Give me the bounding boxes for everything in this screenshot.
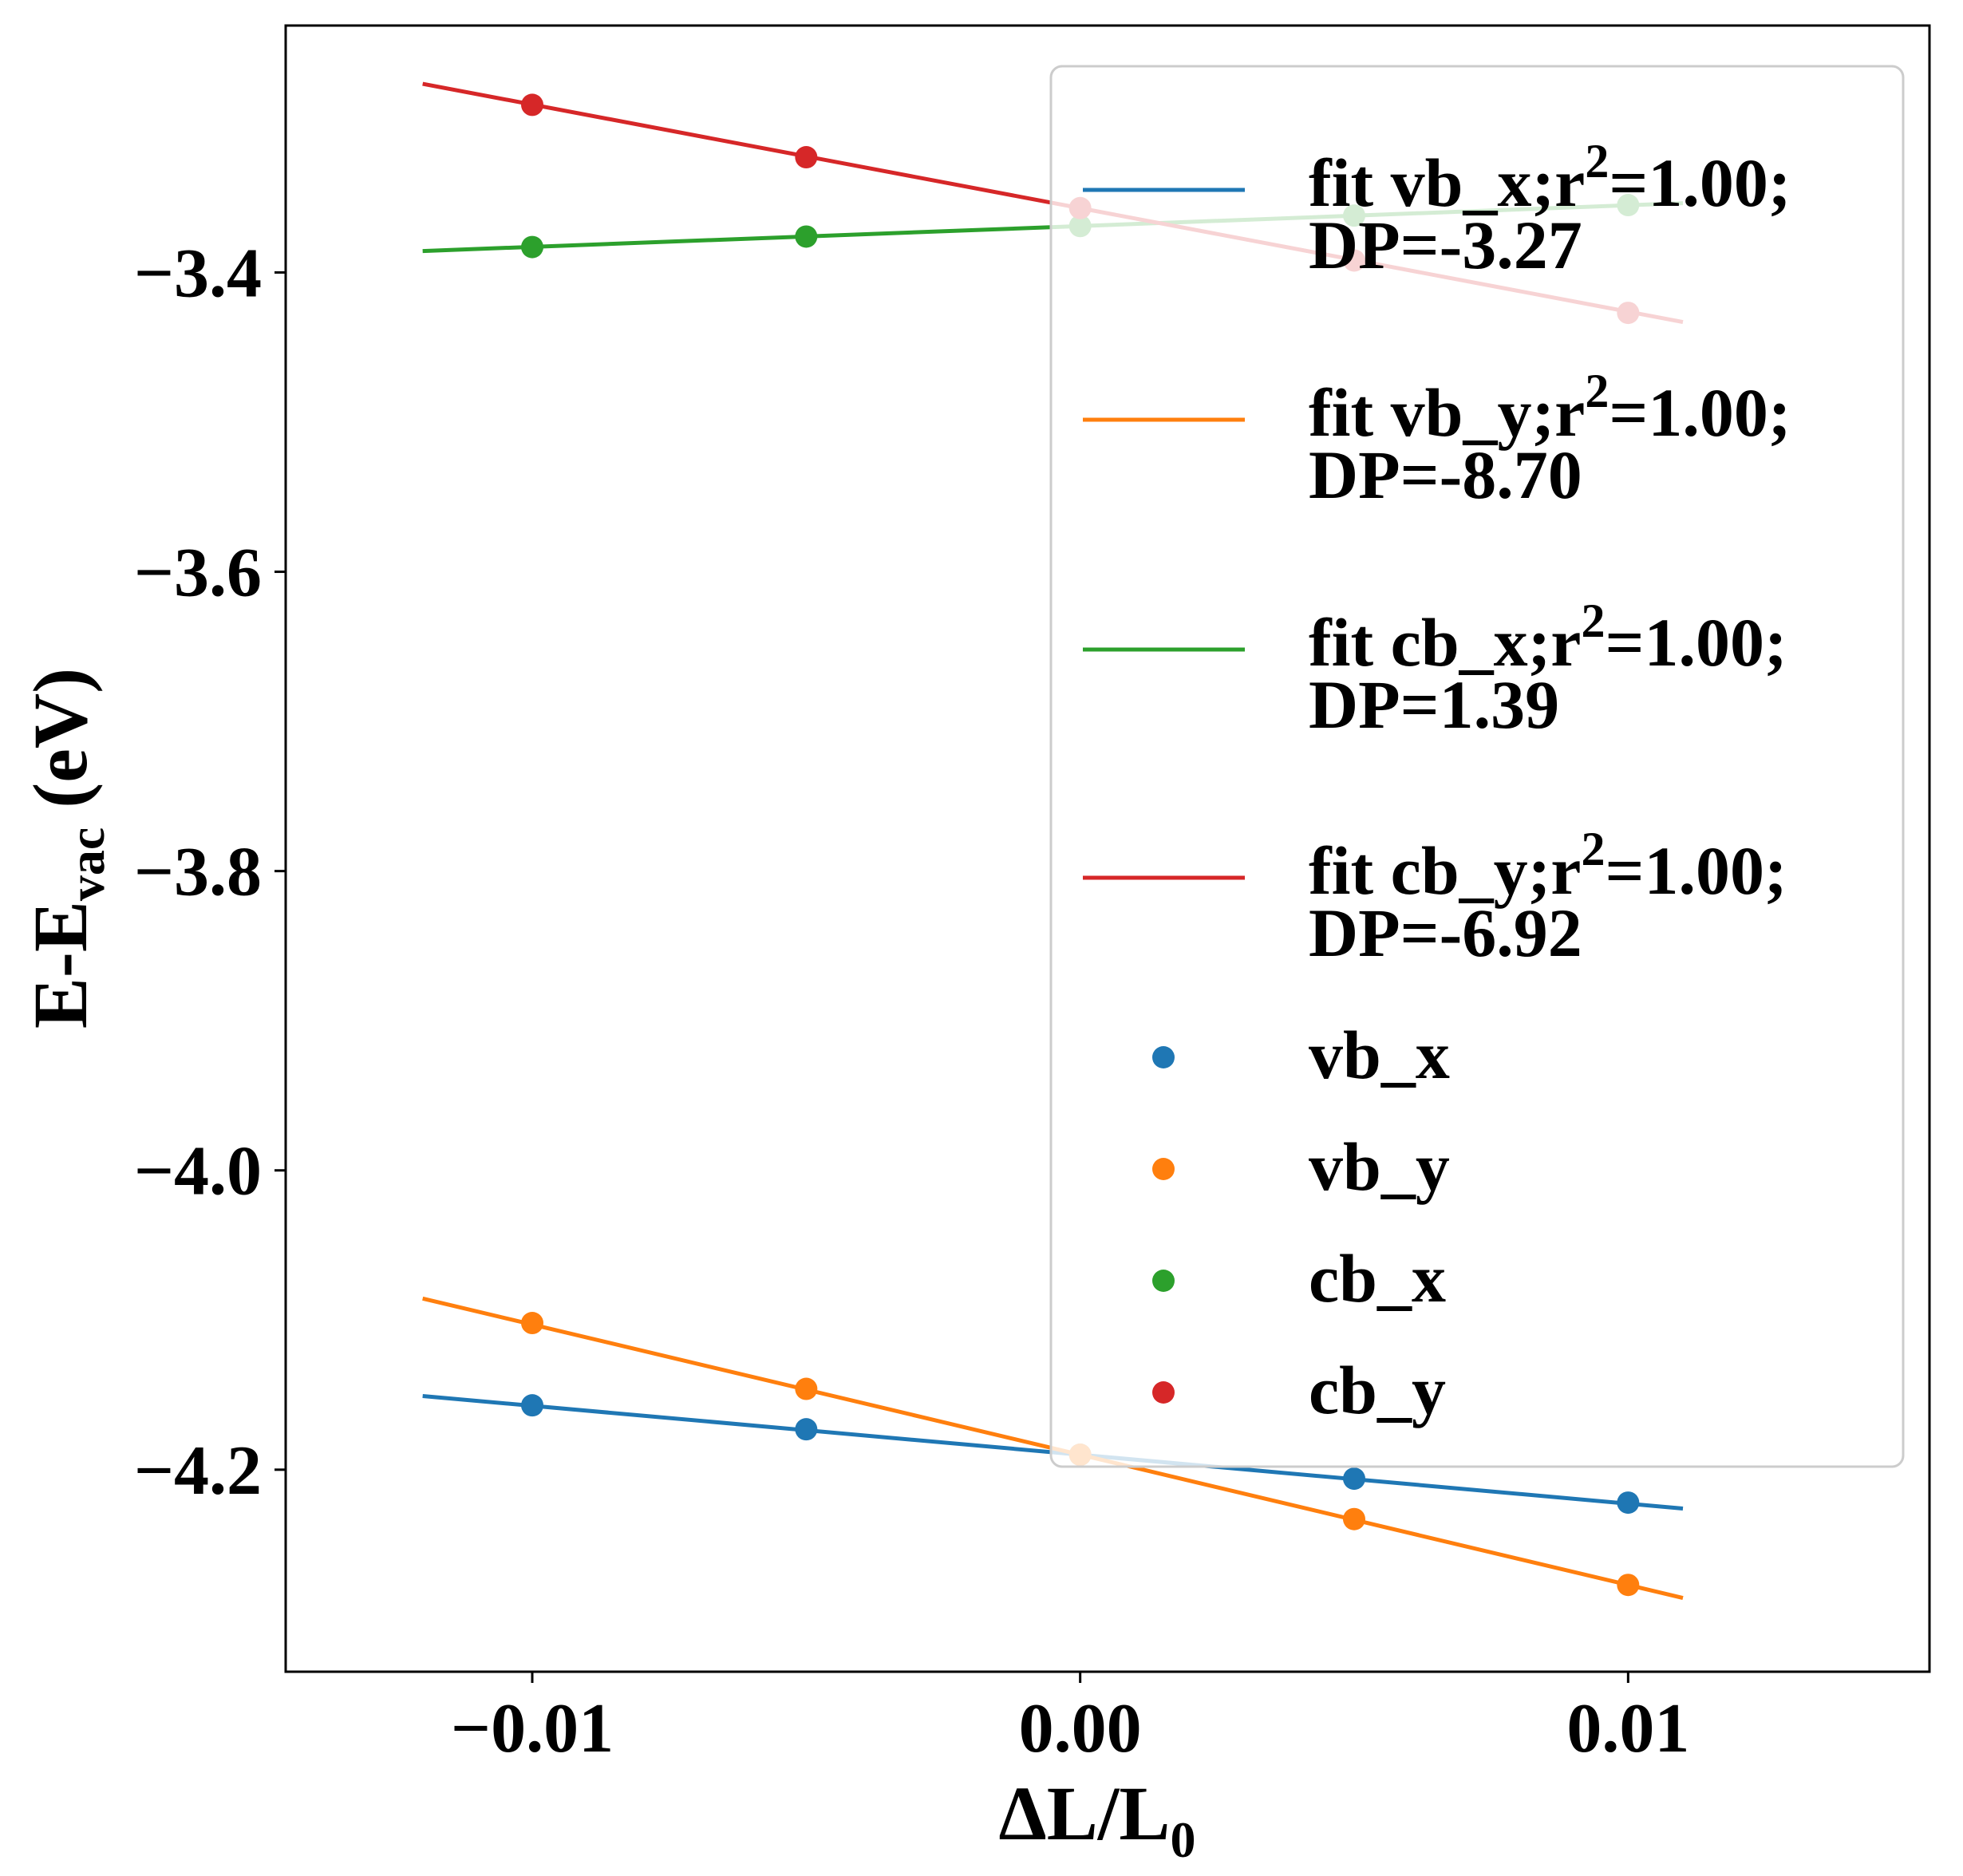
x-axis-title: ΔL/L0 <box>999 1771 1196 1868</box>
legend-label-cb-y: cb_y <box>1309 1352 1446 1428</box>
x-axis-title-subscript: 0 <box>1170 1811 1195 1868</box>
y-tick-label: −3.6 <box>134 535 262 612</box>
legend-label-vb-y: vb_y <box>1309 1128 1450 1205</box>
y-tick-label: −4.2 <box>134 1432 262 1510</box>
legend-label-cb-y-line2: DP=-6.92 <box>1309 895 1582 971</box>
data-point-vb-y <box>1343 1507 1365 1530</box>
data-point-vb-x <box>1617 1491 1640 1515</box>
legend-label-cb-x-line2: DP=1.39 <box>1309 666 1559 743</box>
legend-label-vb-x: vb_x <box>1309 1017 1450 1093</box>
legend-marker-cb-y <box>1152 1381 1175 1404</box>
legend-marker-vb-x <box>1152 1046 1175 1068</box>
legend-label-cb-x-line1: fit cb_x;r2=1.00; <box>1309 594 1787 681</box>
data-point-cb-y <box>795 146 818 169</box>
legend-label-vb-y-line1: fit vb_y;r2=1.00; <box>1309 365 1791 451</box>
data-point-cb-x <box>521 235 543 259</box>
data-point-vb-y <box>1617 1574 1640 1597</box>
data-point-vb-y <box>521 1312 543 1335</box>
x-tick-label: 0.00 <box>1019 1690 1142 1767</box>
y-tick-label: −3.4 <box>134 235 262 312</box>
plot-frame <box>284 24 1931 1673</box>
legend-box <box>1049 65 1905 1468</box>
legend-label-cb-y-line1: fit cb_y;r2=1.00; <box>1309 823 1787 909</box>
y-tick-label: −4.0 <box>134 1133 262 1211</box>
data-point-vb-x <box>795 1418 818 1441</box>
legend: fit vb_x;r2=1.00;DP=-3.27 fit vb_y;r2=1.0… <box>1049 65 1905 1468</box>
legend-label-vb-x-line1: fit vb_x;r2=1.00; <box>1309 135 1791 221</box>
data-point-cb-x <box>795 225 818 248</box>
legend-label-vb-y-line2: DP=-8.70 <box>1309 436 1582 513</box>
data-point-vb-x <box>1343 1467 1365 1491</box>
data-point-cb-y <box>521 93 543 117</box>
data-point-vb-y <box>795 1377 818 1400</box>
x-axis-title-main: ΔL/L <box>999 1771 1171 1856</box>
x-tick-label: −0.01 <box>451 1690 614 1767</box>
y-axis-title-unit: (eV) <box>18 668 103 827</box>
legend-label-cb-x: cb_x <box>1309 1240 1446 1317</box>
legend-marker-vb-y <box>1152 1158 1175 1180</box>
y-axis-title: E-Evac (eV) <box>18 668 115 1029</box>
y-axis-title-subscript: vac <box>58 827 115 901</box>
x-tick-label: 0.01 <box>1566 1690 1689 1767</box>
x-axis: −0.01 0.00 0.01 <box>451 1672 1689 1767</box>
y-tick-label: −3.8 <box>134 834 262 911</box>
y-axis: −3.4 −3.6 −3.8 −4.0 −4.2 <box>134 235 286 1510</box>
legend-label-vb-x-line2: DP=-3.27 <box>1309 207 1582 283</box>
legend-marker-cb-x <box>1152 1270 1175 1292</box>
data-point-vb-x <box>521 1394 543 1417</box>
y-axis-title-main: E-E <box>18 901 103 1029</box>
